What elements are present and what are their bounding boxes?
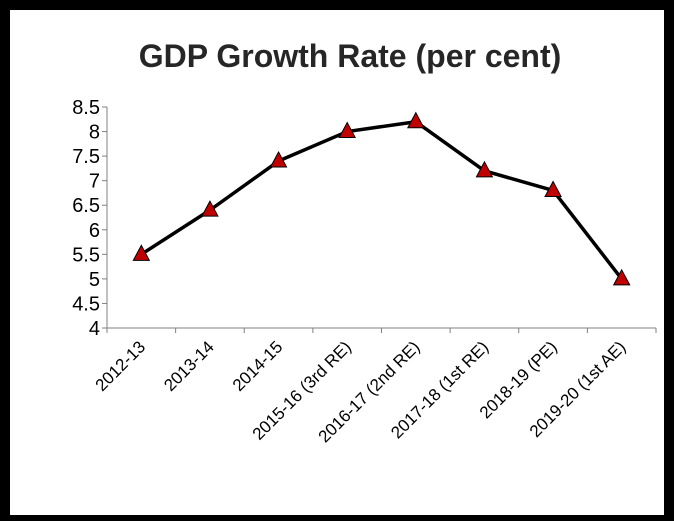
data-point-marker	[612, 268, 631, 286]
y-tick-label: 4	[89, 318, 100, 340]
y-tick-label: 8.5	[72, 97, 100, 119]
y-tick-label: 8	[89, 122, 100, 144]
data-point-marker	[269, 150, 288, 168]
y-tick-label: 7.5	[72, 146, 100, 168]
data-point-marker	[201, 200, 219, 217]
y-tick-label: 5	[89, 269, 100, 291]
y-tick-label: 6.5	[72, 195, 100, 217]
y-tick-label: 4.5	[72, 293, 100, 315]
chart-title: GDP Growth Rate (per cent)	[139, 38, 562, 74]
data-point-marker	[132, 244, 151, 261]
y-axis-ticks: 4 4.55 5.56 6.57 7.58 8.5	[72, 97, 107, 340]
series-line	[140, 119, 624, 280]
plot-area	[132, 111, 631, 286]
data-point-marker	[544, 180, 562, 197]
y-tick-label: 5.5	[72, 244, 100, 266]
data-point-marker	[338, 121, 357, 139]
y-tick-label: 6	[89, 220, 100, 242]
data-point-marker	[406, 111, 425, 129]
data-point-marker	[475, 160, 494, 178]
y-tick-label: 7	[89, 171, 100, 193]
